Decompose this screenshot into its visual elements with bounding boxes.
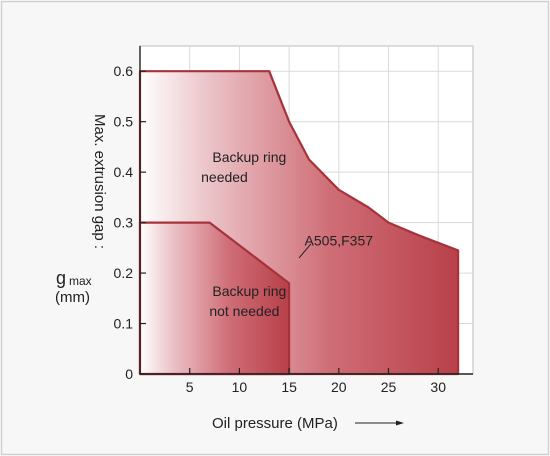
x-tick-label: 25 [381,379,397,395]
y-axis-symbol: g [56,268,66,288]
y-tick-label: 0.4 [114,164,134,180]
area-series [138,70,460,376]
x-tick-label: 10 [232,379,248,395]
y-axis-label: Max. extrusion gap : [91,114,108,249]
annotation-label: A505,F357 [305,232,374,248]
y-tick-label: 0.5 [114,114,134,130]
x-tick-label: 30 [430,379,446,395]
x-tick-label: 5 [186,379,194,395]
x-tick-label: 15 [281,379,297,395]
axes [139,46,473,375]
annotation-label: Backup ring [212,283,286,299]
annotation-leader [298,243,312,259]
y-tick-label: 0.6 [114,63,134,79]
y-tick-label: 0.3 [114,215,134,231]
ticks: 5 10 15 20 25 30 0 0.1 0.2 0.3 0.4 0.5 0.6 [114,63,447,395]
y-axis-unit: (mm) [55,289,90,306]
annotations: Backup ring needed Backup ring not needed A5… [201,149,373,319]
y-tick-label: 0 [125,366,133,382]
x-axis-label: Oil pressure (MPa) [212,415,338,432]
x-tick-label: 20 [331,379,347,395]
x-axis-arrow [355,420,404,426]
y-tick-label: 0.1 [114,316,134,332]
annotation-label: not needed [209,303,279,319]
annotation-label: needed [201,169,248,185]
y-axis-symbol-subscript: max [69,274,92,288]
y-tick-label: 0.2 [114,265,134,281]
annotation-label: Backup ring [212,149,286,165]
